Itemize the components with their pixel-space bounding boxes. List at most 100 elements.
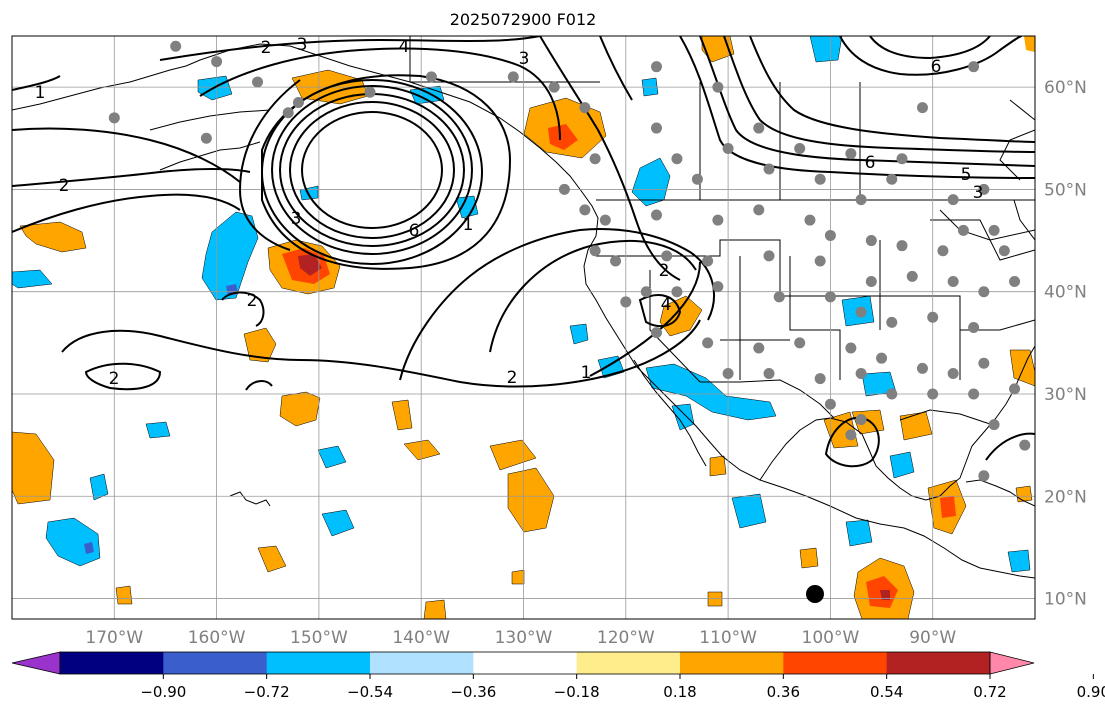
contour-label-group: 2 3 4 6 1 2 2 2 1 2 4 6 5 3 3 6 2 1 3 — [35, 35, 984, 389]
station-marker — [610, 255, 622, 267]
station-marker — [712, 281, 724, 293]
station-marker — [650, 327, 662, 339]
colorbar-tick-label: −0.72 — [244, 683, 290, 701]
contour-label: 2 — [261, 38, 272, 58]
station-marker — [794, 143, 806, 155]
contour-lines — [12, 36, 1035, 468]
station-marker — [937, 245, 949, 257]
station-marker — [558, 183, 570, 195]
station-marker — [650, 122, 662, 134]
colorbar-segment — [163, 652, 268, 674]
station-marker — [650, 61, 662, 73]
contour-label: 2 — [507, 368, 518, 388]
contour-label: 2 — [659, 261, 670, 281]
station-marker — [886, 316, 898, 328]
station-marker — [753, 204, 765, 216]
colorbar-tick-label: −0.90 — [140, 683, 186, 701]
station-marker — [773, 291, 785, 303]
station-marker — [794, 337, 806, 349]
station-marker — [978, 470, 990, 482]
colorbar-tick-label: 0.18 — [663, 683, 696, 701]
station-marker — [855, 194, 867, 206]
contour-label: 3 — [519, 49, 530, 69]
station-marker — [865, 235, 877, 247]
station-marker — [988, 224, 1000, 236]
station-marker — [589, 245, 601, 257]
contour-label: 3 — [291, 209, 302, 229]
station-marker — [916, 102, 928, 114]
colorbar-tick-label: 0.54 — [870, 683, 903, 701]
longitude-tick-label: 160°W — [188, 628, 246, 648]
longitude-tick-labels: 170°W 160°W 150°W 140°W 130°W 120°W 110°W 100°W… — [85, 628, 956, 648]
station-marker — [947, 275, 959, 287]
contour-label: 3 — [297, 35, 308, 55]
station-marker — [599, 214, 611, 226]
station-marker — [292, 96, 304, 108]
station-marker — [579, 102, 591, 114]
colorbar-segment — [783, 652, 888, 674]
contour-label: 1 — [463, 215, 474, 235]
station-marker — [763, 368, 775, 380]
station-marker — [865, 275, 877, 287]
colorbar-segment — [576, 652, 681, 674]
colorbar-tick-label: −0.54 — [347, 683, 393, 701]
longitude-tick-label: 90°W — [909, 628, 956, 648]
colorbar-tick-label: 0.72 — [973, 683, 1006, 701]
station-marker — [824, 229, 836, 241]
station-marker — [927, 311, 939, 323]
colorbar-extend-low — [11, 651, 61, 675]
station-marker — [957, 224, 969, 236]
contour-label: 5 — [961, 165, 972, 185]
contour-label: 2 — [59, 176, 70, 196]
station-marker — [968, 388, 980, 400]
station-marker — [722, 368, 734, 380]
station-marker — [876, 352, 888, 364]
latitude-tick-label: 60°N — [1044, 78, 1087, 98]
coastlines-and-borders — [12, 36, 1035, 579]
colorbar: −0.90 −0.72 −0.54 −0.36 −0.18 0.18 0.36 0.54 0.7… — [11, 651, 1105, 701]
contour-label: 4 — [399, 37, 410, 57]
contour-label: 1 — [581, 363, 592, 383]
station-marker — [211, 56, 223, 68]
station-marker — [998, 245, 1010, 257]
station-marker — [640, 286, 652, 298]
longitude-tick-label: 110°W — [699, 628, 757, 648]
station-marker — [753, 342, 765, 354]
station-marker — [620, 296, 632, 308]
station-marker — [824, 291, 836, 303]
station-marker — [814, 373, 826, 385]
station-marker — [671, 286, 683, 298]
station-marker — [896, 240, 908, 252]
latitude-tick-label: 40°N — [1044, 283, 1087, 303]
longitude-tick-label: 170°W — [85, 628, 143, 648]
station-marker — [763, 250, 775, 262]
colorbar-segment — [370, 652, 474, 674]
colorbar-frame — [59, 651, 991, 675]
station-marker — [896, 153, 908, 165]
contour-label: 2 — [109, 369, 120, 389]
station-marker — [947, 194, 959, 206]
station-marker — [252, 76, 264, 88]
longitude-tick-label: 140°W — [392, 628, 450, 648]
colorbar-extend-high — [989, 651, 1035, 675]
station-marker — [886, 173, 898, 185]
longitude-tick-label: 100°W — [802, 628, 860, 648]
station-marker — [364, 86, 376, 98]
station-marker — [1009, 383, 1021, 395]
station-marker-large — [806, 585, 824, 603]
station-marker — [671, 153, 683, 165]
colorbar-tick-label: −0.36 — [450, 683, 496, 701]
station-marker — [661, 250, 673, 262]
station-marker — [855, 306, 867, 318]
latitude-tick-label: 20°N — [1044, 487, 1087, 507]
station-marker — [200, 132, 212, 144]
map-frame — [11, 35, 1036, 620]
colorbar-segment — [680, 652, 784, 674]
map-title: 2025072900 F012 — [449, 10, 597, 29]
station-marker — [814, 255, 826, 267]
station-marker — [712, 214, 724, 226]
station-marker — [978, 357, 990, 369]
station-marker — [589, 153, 601, 165]
contour-label: 2 — [247, 291, 258, 311]
